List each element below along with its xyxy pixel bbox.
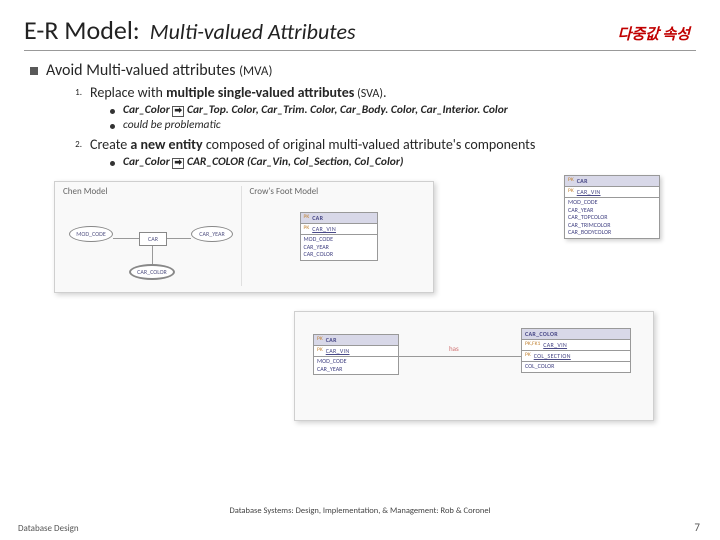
chen-attr-0: MOD_CODE xyxy=(69,226,113,242)
pk-label: PK xyxy=(317,336,323,344)
point-1: 1. Replace with multiple single-valued a… xyxy=(68,84,696,101)
pk-label: PK xyxy=(317,347,323,355)
p1b1-rest: Car_Top. Color, Car_Trim. Color, Car_Bod… xyxy=(187,103,508,117)
pk-label: PK xyxy=(304,225,310,233)
p2-rest: composed of original multi-valued attrib… xyxy=(203,136,536,153)
fig2-left-attr-1: CAR_YEAR xyxy=(317,366,395,374)
chen-entity: CAR xyxy=(139,232,167,246)
p1-period: . xyxy=(383,84,387,101)
figures-area: Chen Model CAR MOD_CODE CAR_YEAR CAR_COL… xyxy=(24,181,696,451)
p2b1-rest: CAR_COLOR (Car_Vin, Col_Section, Col_Col… xyxy=(187,155,403,169)
ent-name: CAR xyxy=(312,214,323,222)
l1-pre: Avoid xyxy=(46,61,83,80)
figure-2: PKCAR PKCAR_VIN MOD_CODE CAR_YEAR has CA… xyxy=(294,311,654,421)
p1b1-lead: Car_Color xyxy=(123,103,172,117)
ent-name: CAR xyxy=(577,177,588,185)
crow-entity-car: PKCAR PKCAR_VIN MOD_CODE CAR_YEAR CAR_CO… xyxy=(300,212,378,261)
chen-attr-2: CAR_COLOR xyxy=(129,264,175,280)
ent-name: CAR xyxy=(326,336,337,344)
pk-label: PK,FK1 xyxy=(525,341,540,349)
slide-title: E-R Model: Multi-valued Attributes 다중값 속… xyxy=(24,14,696,51)
fig2-car-entity: PKCAR PKCAR_VIN MOD_CODE CAR_YEAR xyxy=(313,334,399,375)
ent-key: CAR_VIN xyxy=(543,341,567,349)
page-number: 7 xyxy=(694,521,700,534)
chen-attr-1: CAR_YEAR xyxy=(191,226,233,242)
fig1-crow-label: Crow's Foot Model xyxy=(250,186,426,197)
footer-left: Database Design xyxy=(18,523,79,534)
p1-sub2: could be problematic xyxy=(110,118,696,132)
chen-line xyxy=(152,246,153,264)
p2-pre: Create xyxy=(90,136,130,153)
ent-key2: COL_SECTION xyxy=(534,352,571,360)
ent-key: CAR_VIN xyxy=(326,347,350,355)
tre-attr-4: CAR_BODYCOLOR xyxy=(568,229,656,237)
title-korean: 다중값 속성 xyxy=(618,23,690,44)
pk-label: PK xyxy=(304,214,310,222)
num-2: 2. xyxy=(68,139,82,150)
pk-label: PK xyxy=(568,177,574,185)
fig2-right-attr-0: COL_COLOR xyxy=(525,363,627,371)
dot-icon xyxy=(110,109,115,114)
fig-top-right-entity: PKCAR PKCAR_VIN MOD_CODE CAR_YEAR CAR_TO… xyxy=(564,175,660,239)
p2b1-lead: Car_Color xyxy=(123,155,172,169)
chen-line xyxy=(113,238,139,239)
fig1-chen-label: Chen Model xyxy=(63,186,239,197)
pk-label: PK xyxy=(568,188,574,196)
arrow-icon: ⮕ xyxy=(172,106,184,117)
title-main: E-R Model: xyxy=(24,14,140,46)
chen-line xyxy=(167,238,191,239)
relation-label: has xyxy=(449,344,459,353)
p1b2: could be problematic xyxy=(123,118,221,132)
ent-name: CAR_COLOR xyxy=(525,330,558,338)
figure-1: Chen Model CAR MOD_CODE CAR_YEAR CAR_COL… xyxy=(54,181,434,293)
p1-paren: (SVA) xyxy=(354,87,383,101)
fig2-carcolor-entity: CAR_COLOR PK,FK1CAR_VIN PKCOL_SECTION CO… xyxy=(521,328,631,373)
ent-key: CAR_VIN xyxy=(312,225,336,233)
p1-strong: multiple single-valued attributes xyxy=(166,84,354,101)
relation-line xyxy=(399,356,521,357)
p2-strong: a new entity xyxy=(130,136,202,153)
pk-label: PK xyxy=(525,352,531,360)
title-sub: Multi-valued Attributes xyxy=(150,18,356,45)
l1-rest: Multi-valued attributes xyxy=(86,61,235,80)
num-1: 1. xyxy=(68,87,82,98)
crow-attr-2: CAR_COLOR xyxy=(304,251,374,259)
bullet-avoid-mva: Avoid Multi-valued attributes (MVA) xyxy=(30,61,696,80)
fig1-crow-col: Crow's Foot Model PKCAR PKCAR_VIN MOD_CO… xyxy=(248,186,428,286)
point-2: 2. Create a new entity composed of origi… xyxy=(68,136,696,153)
dot-icon xyxy=(110,161,115,166)
ent-key: CAR_VIN xyxy=(577,188,601,196)
l1-paren: (MVA) xyxy=(239,64,272,79)
fig1-chen-col: Chen Model CAR MOD_CODE CAR_YEAR CAR_COL… xyxy=(61,186,242,286)
arrow-icon: ⮕ xyxy=(172,158,184,169)
p2-sub1: Car_Color ⮕ CAR_COLOR (Car_Vin, Col_Sect… xyxy=(110,155,696,169)
dot-icon xyxy=(110,124,115,129)
square-bullet-icon xyxy=(30,67,38,75)
p1-pre: Replace with xyxy=(90,84,166,101)
footer-citation: Database Systems: Design, Implementation… xyxy=(0,506,720,516)
p1-sub1: Car_Color ⮕ Car_Top. Color, Car_Trim. Co… xyxy=(110,103,696,117)
